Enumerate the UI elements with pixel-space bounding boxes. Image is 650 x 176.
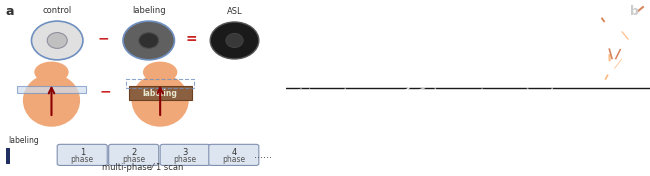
Text: labeling: labeling	[143, 89, 177, 98]
FancyBboxPatch shape	[129, 86, 192, 100]
Text: control: control	[43, 6, 72, 15]
Ellipse shape	[31, 21, 83, 60]
Text: phase 2: phase 2	[364, 146, 394, 155]
Ellipse shape	[131, 74, 188, 127]
FancyBboxPatch shape	[6, 148, 10, 164]
Text: phase: phase	[174, 155, 197, 164]
Text: phase 4: phase 4	[491, 146, 521, 155]
Text: phase 5: phase 5	[554, 146, 585, 155]
Ellipse shape	[143, 62, 177, 83]
Text: b: b	[630, 5, 639, 18]
Text: a: a	[6, 5, 14, 18]
FancyBboxPatch shape	[57, 144, 107, 165]
Ellipse shape	[34, 62, 69, 83]
Text: phase 5: phase 5	[577, 160, 607, 169]
Text: 4: 4	[231, 148, 237, 157]
Text: phase 3: phase 3	[442, 160, 473, 169]
FancyBboxPatch shape	[17, 86, 86, 93]
FancyBboxPatch shape	[109, 144, 159, 165]
Text: ASL: ASL	[227, 7, 242, 16]
Ellipse shape	[47, 33, 67, 48]
Text: =: =	[186, 32, 198, 46]
Text: phase 1: phase 1	[300, 146, 330, 155]
Ellipse shape	[138, 33, 159, 48]
Text: 1: 1	[79, 148, 85, 157]
Text: 3: 3	[183, 148, 188, 157]
Text: phase 3: phase 3	[427, 146, 458, 155]
Text: ......: ......	[254, 150, 272, 160]
Text: phase: phase	[122, 155, 145, 164]
Text: −: −	[97, 32, 109, 46]
Ellipse shape	[226, 33, 243, 48]
Text: labeling: labeling	[132, 6, 166, 15]
Text: phase: phase	[71, 155, 94, 164]
FancyBboxPatch shape	[160, 144, 210, 165]
Ellipse shape	[210, 22, 259, 59]
Ellipse shape	[23, 74, 80, 127]
Text: phase 4: phase 4	[509, 160, 540, 169]
Text: 2: 2	[131, 148, 136, 157]
Text: phase 2: phase 2	[374, 160, 405, 169]
Text: −: −	[100, 84, 112, 99]
Text: phase 1: phase 1	[307, 160, 337, 169]
Text: phase: phase	[222, 155, 245, 164]
Ellipse shape	[123, 21, 174, 60]
Text: multi-phase⁄ 1 scan: multi-phase⁄ 1 scan	[102, 164, 184, 172]
Text: labeling: labeling	[8, 136, 40, 145]
FancyBboxPatch shape	[209, 144, 259, 165]
